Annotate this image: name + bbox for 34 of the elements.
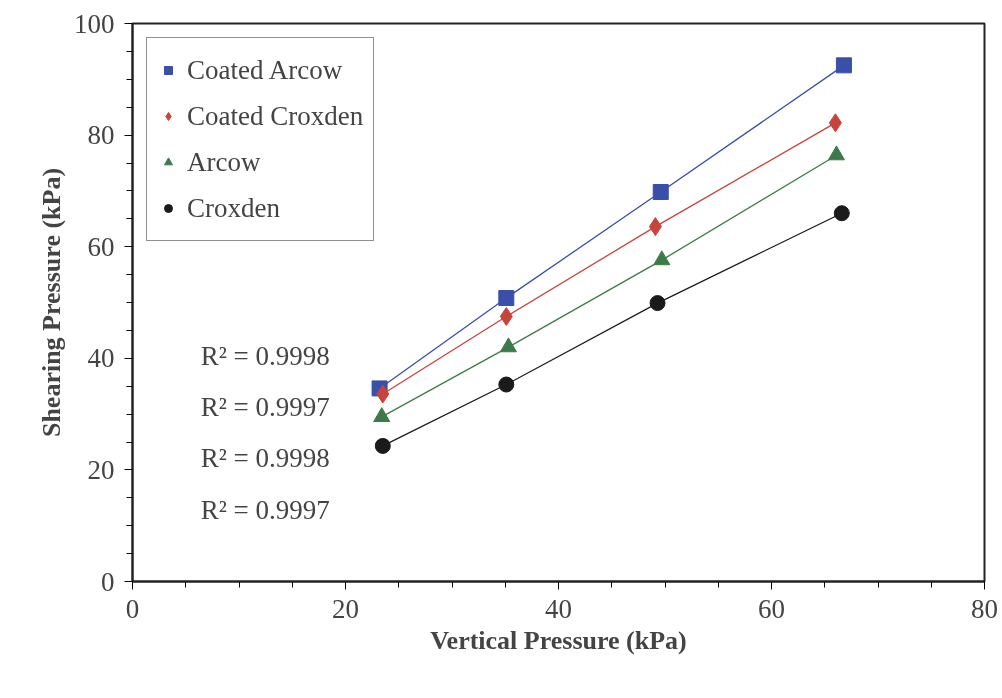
x-tick-label: 0 [125,593,140,624]
x-tick-label: 20 [332,593,359,624]
y-tick-label: 60 [87,231,115,262]
legend-label: Croxden [187,191,280,225]
annotation: R² = 0.9997 [200,391,330,422]
point [648,217,662,237]
y-tick-label: 0 [101,566,115,597]
point [652,184,669,201]
point [498,290,515,307]
x-tick-label: 80 [971,593,998,624]
annotation: R² = 0.9997 [200,494,330,525]
legend-label: Coated Arcow [187,53,343,87]
point [499,337,517,353]
y-tick-label: 40 [87,343,115,374]
y-tick-label: 20 [87,454,115,485]
y-tick-label: 100 [74,8,115,39]
annotation: R² = 0.9998 [200,340,330,371]
x-tick-label: 60 [758,593,785,624]
point [499,306,513,326]
legend-label: Coated Croxden [187,99,364,133]
x-tick-label: 40 [545,593,572,624]
point [376,384,390,404]
point [498,376,515,393]
point [833,205,850,222]
point [374,437,391,454]
point [373,407,391,423]
y-tick-label: 80 [87,120,115,151]
y-axis-title: Shearing Pressure (kPa) [37,167,66,438]
legend-label: Arcow [187,145,261,179]
point [835,57,852,74]
point [828,113,842,133]
annotation: R² = 0.9998 [200,443,330,474]
point [649,295,666,312]
x-axis-title: Vertical Pressure (kPa) [430,625,687,655]
